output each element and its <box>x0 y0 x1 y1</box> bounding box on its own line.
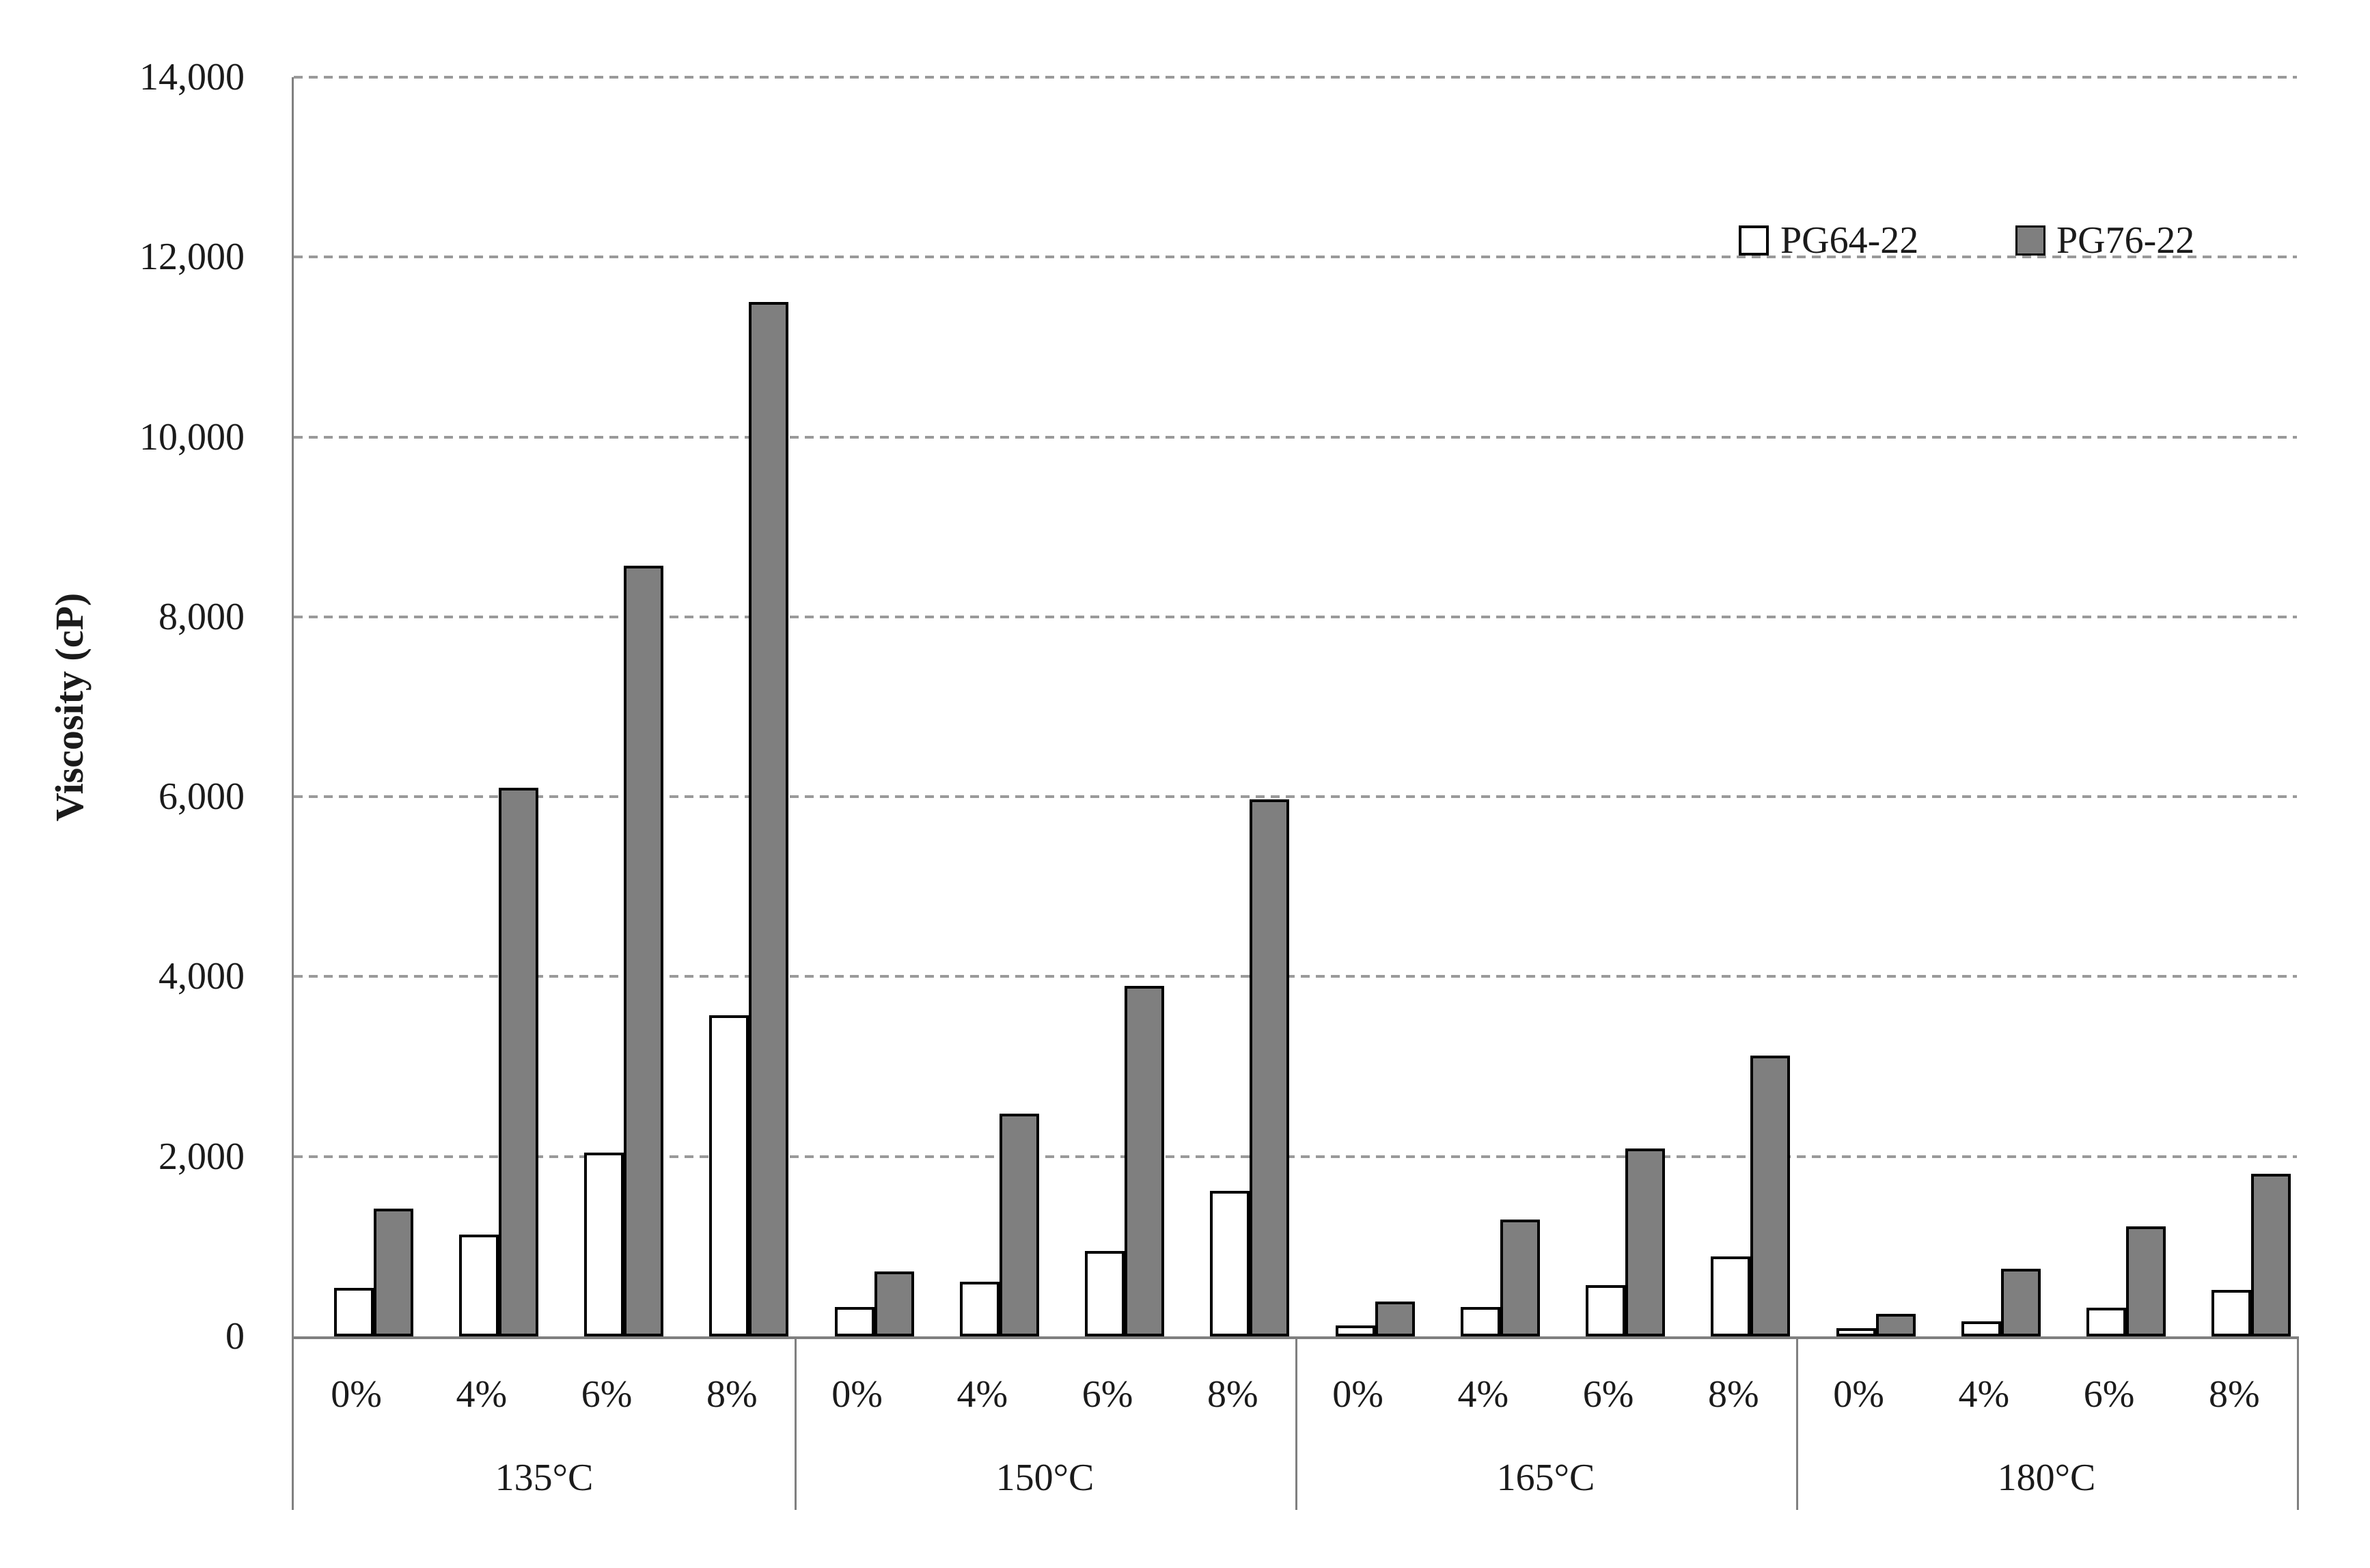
bar-PG76-22-135°C-0% <box>373 1209 413 1336</box>
bar-PG64-22-135°C-4% <box>458 1235 499 1336</box>
bar-PG64-22-180°C-8% <box>2211 1289 2252 1336</box>
gridline-10000 <box>294 435 2297 439</box>
gridline-8000 <box>294 615 2297 618</box>
legend-swatch-pg64 <box>1739 225 1769 256</box>
gridline-12000 <box>294 256 2297 259</box>
bar-PG64-22-135°C-8% <box>709 1015 749 1336</box>
x-category-label-165°C-4%: 4% <box>1457 1373 1509 1416</box>
bar-PG76-22-180°C-0% <box>1875 1314 1916 1336</box>
bar-PG76-22-150°C-8% <box>1250 799 1290 1336</box>
bar-PG64-22-165°C-6% <box>1586 1284 1626 1336</box>
x-category-label-165°C-8%: 8% <box>1708 1373 1759 1416</box>
x-category-label-150°C-4%: 4% <box>956 1373 1008 1416</box>
bar-PG76-22-165°C-0% <box>1375 1301 1415 1336</box>
y-tick-label-12000: 12,000 <box>139 236 245 279</box>
x-category-label-135°C-6%: 6% <box>581 1373 633 1416</box>
x-category-label-180°C-4%: 4% <box>1958 1373 2010 1416</box>
legend-label-pg76: PG76-22 <box>2056 219 2195 262</box>
bar-PG64-22-165°C-8% <box>1711 1256 1751 1336</box>
bar-PG64-22-165°C-0% <box>1335 1325 1375 1336</box>
bar-PG64-22-150°C-6% <box>1085 1250 1125 1336</box>
x-group-label-180°C: 180°C <box>1997 1457 2096 1499</box>
bar-PG76-22-150°C-4% <box>999 1113 1039 1336</box>
legend-label-pg64: PG64-22 <box>1780 219 1919 262</box>
x-category-label-135°C-4%: 4% <box>456 1373 508 1416</box>
bar-PG64-22-180°C-4% <box>1961 1321 2001 1336</box>
bar-PG64-22-135°C-0% <box>333 1287 374 1336</box>
x-category-label-165°C-0%: 0% <box>1332 1373 1383 1416</box>
bar-PG76-22-180°C-6% <box>2126 1226 2166 1336</box>
bar-PG64-22-150°C-0% <box>834 1306 874 1336</box>
bar-PG76-22-180°C-8% <box>2251 1173 2291 1336</box>
bar-PG64-22-150°C-8% <box>1210 1190 1250 1336</box>
y-tick-label-0: 0 <box>225 1315 245 1358</box>
bar-PG64-22-165°C-4% <box>1460 1306 1500 1336</box>
x-category-label-165°C-6%: 6% <box>1582 1373 1634 1416</box>
bar-PG76-22-150°C-0% <box>874 1271 914 1336</box>
bar-PG76-22-165°C-6% <box>1625 1148 1666 1336</box>
group-divider-4 <box>2297 1336 2299 1510</box>
x-group-label-135°C: 135°C <box>495 1457 594 1499</box>
bar-PG76-22-165°C-8% <box>1750 1056 1791 1336</box>
y-axis-line <box>292 77 294 1510</box>
y-tick-label-8000: 8,000 <box>159 595 245 638</box>
gridline-2000 <box>294 1155 2297 1158</box>
x-category-label-150°C-0%: 0% <box>831 1373 883 1416</box>
group-divider-2 <box>1295 1336 1297 1510</box>
x-category-label-135°C-8%: 8% <box>706 1373 758 1416</box>
bar-PG76-22-135°C-4% <box>498 787 538 1336</box>
y-axis-title: Viscosity (cP) <box>47 592 92 822</box>
bar-PG64-22-180°C-0% <box>1836 1328 1876 1336</box>
x-group-label-165°C: 165°C <box>1496 1457 1595 1499</box>
group-divider-1 <box>795 1336 797 1510</box>
bar-PG76-22-135°C-6% <box>624 565 664 1336</box>
bar-PG76-22-165°C-4% <box>1500 1219 1540 1336</box>
y-tick-label-4000: 4,000 <box>159 955 245 998</box>
x-group-label-150°C: 150°C <box>995 1457 1094 1499</box>
gridline-14000 <box>294 75 2297 79</box>
y-tick-label-6000: 6,000 <box>159 775 245 819</box>
bar-PG76-22-180°C-4% <box>2000 1269 2041 1336</box>
x-category-label-180°C-8%: 8% <box>2209 1373 2260 1416</box>
y-tick-label-14000: 14,000 <box>139 55 245 98</box>
x-category-label-135°C-0%: 0% <box>331 1373 382 1416</box>
legend-swatch-pg76 <box>2015 225 2045 256</box>
group-divider-3 <box>1796 1336 1798 1510</box>
y-tick-label-10000: 10,000 <box>139 415 245 458</box>
bar-PG64-22-135°C-6% <box>584 1153 624 1336</box>
gridline-4000 <box>294 975 2297 978</box>
bar-PG64-22-180°C-6% <box>2086 1307 2127 1336</box>
x-category-label-180°C-6%: 6% <box>2083 1373 2135 1416</box>
x-category-label-150°C-6%: 6% <box>1081 1373 1133 1416</box>
x-category-label-180°C-0%: 0% <box>1833 1373 1884 1416</box>
x-category-label-150°C-8%: 8% <box>1207 1373 1258 1416</box>
y-tick-label-2000: 2,000 <box>159 1135 245 1178</box>
gridline-6000 <box>294 795 2297 799</box>
bar-PG76-22-150°C-6% <box>1125 985 1165 1336</box>
bar-PG64-22-150°C-4% <box>959 1281 1000 1336</box>
bar-PG76-22-135°C-8% <box>749 302 789 1336</box>
